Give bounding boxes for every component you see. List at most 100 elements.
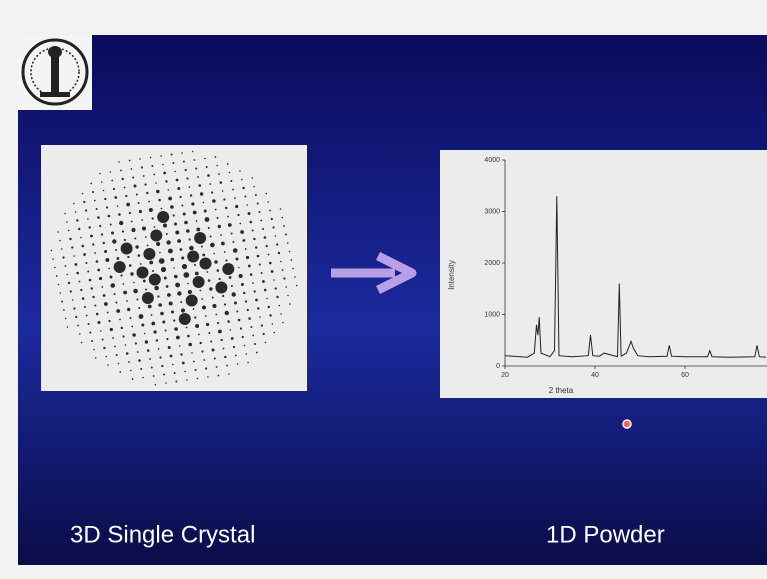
diffraction-spot <box>187 251 199 263</box>
diffraction-spot <box>250 326 252 328</box>
diffraction-spot <box>176 336 180 340</box>
diffraction-spot <box>168 197 172 201</box>
diffraction-spot <box>85 262 87 264</box>
diffraction-spot <box>82 297 85 300</box>
diffraction-spot <box>101 286 103 288</box>
diffraction-spot <box>244 196 246 198</box>
diffraction-spot <box>165 330 167 332</box>
diffraction-spot <box>123 335 125 337</box>
diffraction-spot <box>82 193 84 195</box>
diffraction-spot <box>239 223 241 225</box>
diffraction-spot <box>139 158 141 160</box>
diffraction-spot <box>246 204 248 206</box>
diffraction-spot <box>239 170 241 172</box>
diffraction-spot <box>75 316 77 318</box>
diffraction-spot <box>119 221 123 225</box>
diffraction-spot <box>214 260 217 263</box>
diffraction-spot <box>123 291 127 295</box>
diffraction-spot <box>114 196 117 199</box>
diffraction-spot <box>173 214 175 216</box>
diffraction-spot <box>222 295 224 297</box>
diffraction-spot <box>91 340 93 342</box>
diffraction-spot <box>175 231 179 235</box>
diffraction-spot <box>237 363 239 365</box>
diffraction-spot <box>127 256 129 258</box>
diffraction-spot <box>244 345 246 347</box>
diffraction-spot <box>79 333 81 335</box>
diffraction-spot <box>259 316 261 318</box>
diffraction-spot <box>272 323 274 325</box>
diffraction-spot <box>149 261 153 265</box>
diffraction-spot <box>179 313 191 325</box>
slide-view: Intensity 2 theta 0100020003000400020406… <box>0 0 767 579</box>
diffraction-spot <box>180 248 183 251</box>
diffraction-spot <box>193 361 195 363</box>
diffraction-spot <box>83 201 85 203</box>
diffraction-spot <box>183 213 186 216</box>
diffraction-spot <box>259 264 261 266</box>
diffraction-spot <box>242 187 244 189</box>
left-label: 3D Single Crystal <box>70 521 255 548</box>
diffraction-spot <box>268 306 270 308</box>
diffraction-spot <box>103 242 105 244</box>
diffraction-spot <box>191 352 193 354</box>
diffraction-spot <box>218 225 221 228</box>
diffraction-spot <box>104 198 106 200</box>
diffraction-spot <box>68 282 70 284</box>
diffraction-spot <box>99 225 101 227</box>
diffraction-spot <box>201 246 203 248</box>
diffraction-spot <box>129 264 132 267</box>
diffraction-spot <box>140 368 142 370</box>
diffraction-spot <box>234 197 236 199</box>
diffraction-spot <box>131 228 135 232</box>
diffraction-spot <box>69 238 71 240</box>
diffraction-spot <box>290 259 292 261</box>
diffraction-spot <box>162 321 165 324</box>
diffraction-spot <box>100 330 102 332</box>
diffraction-spot <box>73 307 75 309</box>
diffraction-spot <box>52 258 54 260</box>
diffraction-spot <box>103 190 105 192</box>
x-tick-label: 20 <box>501 372 509 379</box>
diffraction-spot <box>229 276 232 279</box>
diffraction-spot <box>159 356 161 358</box>
diffraction-spot <box>212 199 216 203</box>
diffraction-spot <box>206 323 209 326</box>
diffraction-spot <box>285 286 287 288</box>
diffraction-spot <box>255 299 258 302</box>
diffraction-spot <box>155 182 157 184</box>
diffraction-spot <box>279 305 281 307</box>
diffraction-spot <box>289 251 291 253</box>
diffraction-spot <box>130 272 133 275</box>
diffraction-spot <box>76 219 78 221</box>
diffraction-spot <box>150 230 162 242</box>
diffraction-spot <box>84 306 86 308</box>
diffraction-spot <box>221 339 223 341</box>
diffraction-spot <box>265 342 267 344</box>
diffraction-spot <box>250 221 253 224</box>
diffraction-spot <box>157 295 159 297</box>
diffraction-spot <box>203 202 205 204</box>
diffraction-spot <box>90 183 92 185</box>
diffraction-spot <box>275 287 277 289</box>
diffraction-spot <box>149 208 153 212</box>
diffraction-spot <box>240 327 242 329</box>
diffraction-spot <box>163 223 167 227</box>
diffraction-spot <box>78 228 80 230</box>
diffraction-spot <box>246 353 248 355</box>
y-tick-label: 0 <box>496 363 500 370</box>
diffraction-spot <box>218 173 220 175</box>
diffraction-spot <box>202 306 206 310</box>
right-label: 1D Powder <box>546 521 665 548</box>
diffraction-spot <box>206 166 208 168</box>
diffraction-spot <box>145 289 147 291</box>
diffraction-spot <box>217 269 220 272</box>
diffraction-spot <box>174 372 176 374</box>
diffraction-spot <box>75 263 78 266</box>
diffraction-spot <box>145 236 147 238</box>
diffraction-spot <box>204 210 207 213</box>
diffraction-spot <box>97 269 100 272</box>
diffraction-spot <box>184 371 186 373</box>
diffraction-spot <box>275 235 277 237</box>
diffraction-spot <box>137 351 139 353</box>
